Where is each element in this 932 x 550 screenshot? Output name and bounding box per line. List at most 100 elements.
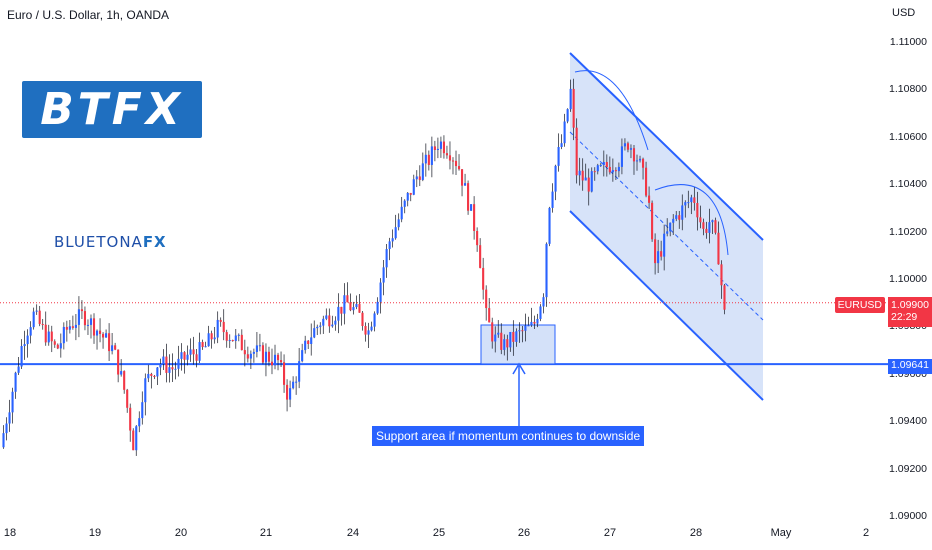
candle: [267, 346, 271, 367]
candle-body-up: [289, 388, 292, 400]
candle: [623, 138, 626, 151]
candle-body-down: [219, 319, 222, 322]
candle-body-down: [723, 285, 726, 310]
candle-body-up: [379, 282, 382, 302]
candle-body-up: [388, 241, 391, 250]
candle: [243, 339, 246, 367]
candle: [150, 372, 153, 389]
candle-body-up: [11, 391, 14, 413]
candle-body-down: [65, 326, 68, 330]
candle: [427, 150, 430, 171]
candle-body-down: [714, 220, 717, 233]
candle-body-down: [231, 340, 234, 342]
candle-body-up: [464, 183, 467, 186]
candle: [89, 314, 93, 339]
candle: [35, 304, 38, 315]
candle-body-up: [352, 307, 355, 311]
candle: [632, 144, 636, 175]
candle-body-down: [102, 333, 105, 338]
candle: [159, 358, 162, 376]
candle: [506, 334, 509, 361]
candle-body-up: [470, 204, 473, 211]
candle: [120, 359, 123, 377]
x-tick-label: 28: [689, 527, 703, 539]
candle: [117, 349, 120, 383]
candle: [129, 403, 132, 442]
bar-countdown: 22:29: [891, 311, 918, 323]
candle-body-up: [494, 334, 497, 342]
candle-body-down: [705, 228, 708, 233]
candle: [705, 221, 708, 239]
candle-body-down: [717, 232, 720, 265]
candle-body-up: [436, 148, 439, 150]
y-tick-label: 1.09400: [889, 415, 927, 428]
candle: [340, 306, 343, 326]
candle: [448, 141, 452, 170]
candle-body-up: [599, 165, 602, 167]
candle-body-down: [605, 162, 608, 167]
candle: [376, 297, 379, 315]
candle-body-up: [527, 325, 530, 327]
candle: [367, 322, 370, 349]
candle: [672, 214, 675, 236]
candle: [479, 238, 482, 269]
candle-body-down: [361, 312, 364, 327]
candle: [231, 339, 234, 342]
candle-body-up: [663, 233, 666, 257]
candle-body-down: [117, 349, 120, 375]
candle: [180, 343, 183, 371]
candle-body-down: [720, 264, 723, 286]
candle: [264, 343, 268, 377]
candle-body-down: [521, 330, 524, 332]
candle-body-up: [373, 313, 376, 327]
candle-body-up: [370, 326, 373, 331]
candle: [168, 354, 171, 383]
candle: [44, 311, 47, 346]
candle: [666, 218, 669, 237]
candle-body-down: [467, 183, 470, 211]
y-tick-label: 1.10200: [889, 225, 927, 238]
candle-body-down: [98, 330, 102, 334]
candle-body-up: [439, 141, 442, 149]
btfx-logo: BTFX: [22, 81, 202, 138]
candle: [23, 330, 26, 360]
candle-body-down: [485, 289, 488, 309]
candle: [412, 174, 415, 196]
support-annotation[interactable]: Support area if momentum continues to do…: [372, 426, 645, 446]
candle-body-up: [657, 251, 660, 264]
candle-body-up: [424, 154, 427, 164]
candle-body-up: [213, 337, 216, 340]
candle: [20, 339, 23, 370]
candle-body-down: [454, 160, 458, 167]
candle-body-down: [210, 333, 213, 340]
candle-body-up: [509, 331, 512, 348]
candle: [114, 342, 117, 351]
candle-body-up: [542, 297, 545, 307]
candle-body-down: [53, 341, 56, 345]
candle-body-up: [421, 163, 424, 180]
x-tick-label: May: [770, 527, 792, 539]
candle-body-up: [29, 327, 32, 336]
candle-body-down: [283, 362, 286, 385]
candle-body-down: [126, 389, 129, 408]
candle-body-up: [135, 426, 138, 451]
candle: [261, 342, 264, 365]
candle: [83, 306, 87, 331]
candle-body-down: [491, 322, 494, 342]
candle: [59, 333, 62, 358]
candle-body-down: [608, 166, 611, 173]
candle: [693, 187, 696, 211]
candle-body-up: [376, 301, 379, 314]
candle-body-down: [279, 360, 283, 363]
candle: [98, 318, 102, 343]
candle: [319, 322, 322, 335]
candle: [593, 167, 596, 181]
candle-body-down: [44, 324, 47, 343]
candle: [669, 222, 672, 237]
candle: [563, 113, 566, 147]
candle: [518, 322, 521, 343]
support-price-tag: 1.09641: [888, 359, 932, 374]
candle-body-down: [340, 306, 343, 314]
current-price-tag: 1.09900 22:29: [888, 297, 932, 327]
